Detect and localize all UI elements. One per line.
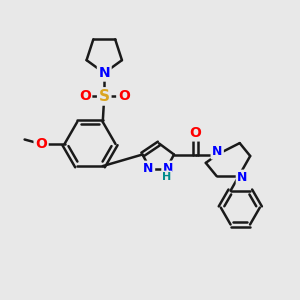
Text: O: O	[79, 89, 91, 103]
Text: N: N	[237, 171, 248, 184]
Text: N: N	[98, 66, 110, 80]
Text: N: N	[143, 162, 154, 175]
Text: N: N	[163, 162, 173, 175]
Text: S: S	[99, 89, 110, 104]
Text: H: H	[162, 172, 171, 182]
Text: N: N	[212, 145, 222, 158]
Text: O: O	[118, 89, 130, 103]
Text: O: O	[190, 126, 202, 140]
Text: O: O	[35, 137, 47, 151]
